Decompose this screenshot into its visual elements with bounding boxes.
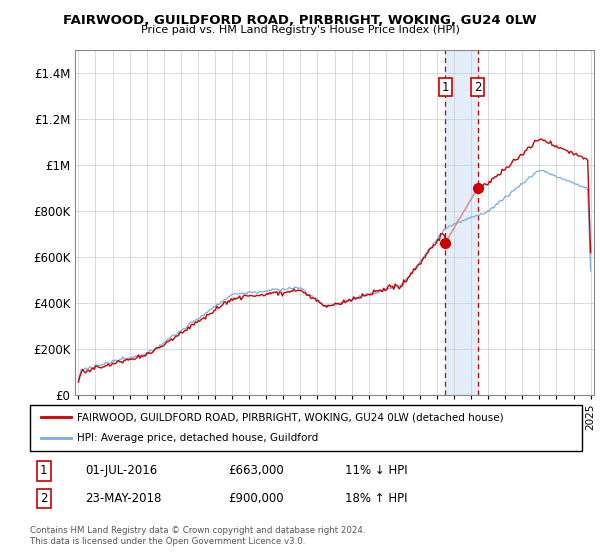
Text: 2: 2 [40,492,47,505]
Text: 2: 2 [474,81,481,94]
Text: 11% ↓ HPI: 11% ↓ HPI [344,464,407,477]
Text: 1: 1 [40,464,47,477]
Text: Price paid vs. HM Land Registry's House Price Index (HPI): Price paid vs. HM Land Registry's House … [140,25,460,35]
Text: 01-JUL-2016: 01-JUL-2016 [85,464,157,477]
Text: £900,000: £900,000 [229,492,284,505]
FancyBboxPatch shape [30,405,582,451]
Text: 18% ↑ HPI: 18% ↑ HPI [344,492,407,505]
Text: FAIRWOOD, GUILDFORD ROAD, PIRBRIGHT, WOKING, GU24 0LW (detached house): FAIRWOOD, GUILDFORD ROAD, PIRBRIGHT, WOK… [77,412,503,422]
Bar [445,50,478,395]
Text: 23-MAY-2018: 23-MAY-2018 [85,492,161,505]
Text: 1: 1 [442,81,449,94]
Text: £663,000: £663,000 [229,464,284,477]
Text: HPI: Average price, detached house, Guildford: HPI: Average price, detached house, Guil… [77,433,318,444]
Text: FAIRWOOD, GUILDFORD ROAD, PIRBRIGHT, WOKING, GU24 0LW: FAIRWOOD, GUILDFORD ROAD, PIRBRIGHT, WOK… [63,14,537,27]
Text: Contains HM Land Registry data © Crown copyright and database right 2024.
This d: Contains HM Land Registry data © Crown c… [30,526,365,546]
